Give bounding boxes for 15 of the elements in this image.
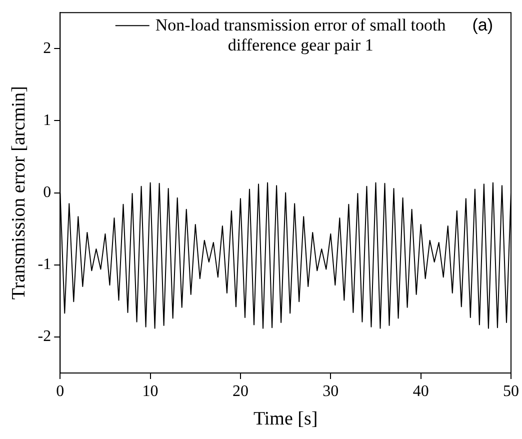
y-tick-label: 0 xyxy=(43,184,52,202)
x-tick-label: 40 xyxy=(412,382,429,400)
annotation: (a) xyxy=(472,16,493,35)
y-tick-label: -2 xyxy=(38,328,52,346)
x-tick-label: 20 xyxy=(232,382,248,400)
y-tick-label: -1 xyxy=(38,256,52,274)
legend-label: Non-load transmission error of small tooth difference gear pair 1 xyxy=(155,16,446,55)
y-tick-label: 1 xyxy=(43,112,52,129)
x-tick-label: 10 xyxy=(142,382,158,400)
x-tick-label: 50 xyxy=(503,382,519,400)
x-tick-label: 30 xyxy=(322,382,339,400)
y-axis-title: Transmission error [arcmin] xyxy=(8,86,30,300)
x-tick-label: 0 xyxy=(56,382,64,400)
y-tick-label: 2 xyxy=(43,40,52,57)
x-axis-title: Time [s] xyxy=(253,408,318,430)
